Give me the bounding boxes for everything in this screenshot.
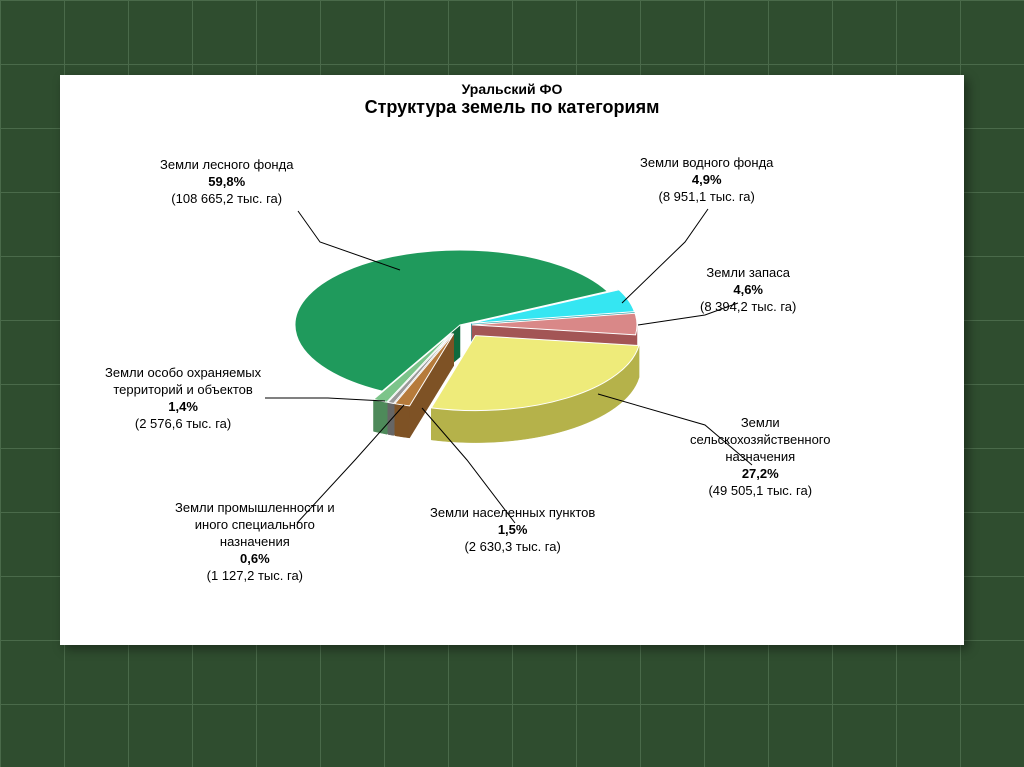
slide-background: Уральский ФО Структура земель по категор… bbox=[0, 0, 1024, 767]
slice-label: Земли водного фонда4,9%(8 951,1 тыс. га) bbox=[640, 155, 773, 206]
pie-slice-outer bbox=[388, 402, 394, 435]
slice-label: Земли населенных пунктов1,5%(2 630,3 тыс… bbox=[430, 505, 595, 556]
slice-label: Земли промышленности ииного специального… bbox=[175, 500, 335, 584]
pie-slice-outer bbox=[374, 399, 387, 434]
chart-panel: Уральский ФО Структура земель по категор… bbox=[60, 75, 964, 645]
slice-label: Земли лесного фонда59,8%(108 665,2 тыс. … bbox=[160, 157, 293, 208]
leader-line bbox=[622, 209, 708, 303]
pie-tops bbox=[295, 250, 639, 411]
slice-label: Землисельскохозяйственногоназначения27,2… bbox=[690, 415, 831, 499]
pie-slice-outer bbox=[395, 404, 410, 438]
slice-label: Земли особо охраняемыхтерриторий и объек… bbox=[105, 365, 261, 433]
leader-line bbox=[265, 398, 385, 401]
slice-label: Земли запаса4,6%(8 394,2 тыс. га) bbox=[700, 265, 796, 316]
